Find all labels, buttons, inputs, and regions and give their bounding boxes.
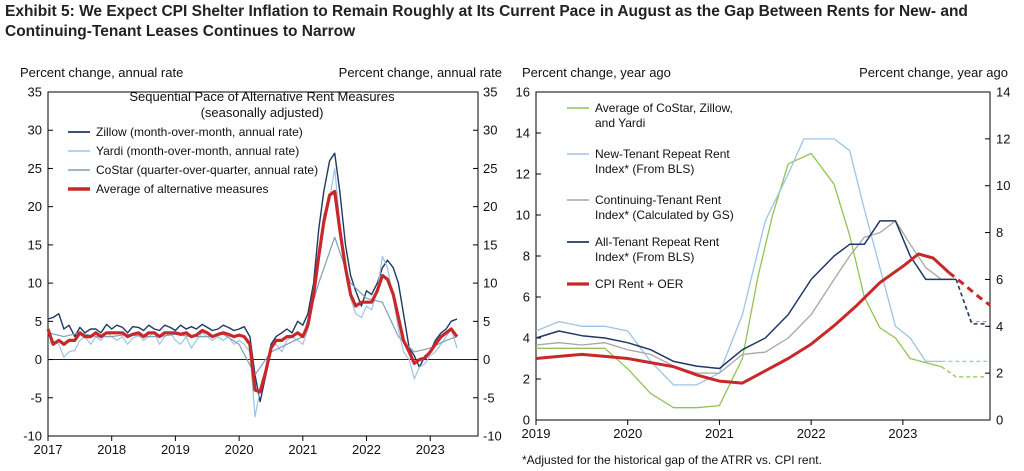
right-chart-right-ytick-label: 6	[996, 272, 1003, 287]
left-legend-label: Average of alternative measures	[96, 182, 269, 196]
left-legend-label: Zillow (month-over-month, annual rate)	[96, 125, 303, 139]
left-xtick-label: 2017	[34, 442, 63, 457]
right-chart-right-ytick-label: 8	[996, 225, 1003, 240]
right-xtick-label: 2019	[522, 426, 551, 441]
left-ytick-label: 15	[28, 237, 42, 252]
left-ytick-label: 0	[35, 352, 42, 367]
right-legend-label: Index* (From BLS)	[595, 250, 694, 264]
left-ytick-label-right: -5	[483, 390, 495, 405]
left-ytick-label: -10	[23, 429, 42, 444]
left-ytick-label: 10	[28, 276, 42, 291]
left-chart-right-unit: Percent change, annual rate	[339, 65, 502, 80]
right-legend-label: New-Tenant Repeat Rent	[595, 147, 730, 161]
right-chart-right-ytick-label: 0	[996, 413, 1003, 428]
left-ytick-label-right: 0	[483, 352, 490, 367]
left-ytick-label-right: 30	[483, 123, 497, 138]
left-ytick-label-right: 35	[483, 85, 497, 100]
left-ytick-label: 25	[28, 161, 42, 176]
left-ytick-label: 20	[28, 199, 42, 214]
right-series-forecast-3	[955, 279, 988, 325]
right-series-forecast-4	[947, 271, 991, 307]
right-chart-right-ytick-label: 4	[996, 319, 1003, 334]
right-xtick-label: 2022	[797, 426, 826, 441]
right-xtick-label: 2021	[705, 426, 734, 441]
left-series-line-2	[47, 236, 458, 376]
left-legend-label: Yardi (month-over-month, annual rate)	[96, 144, 299, 158]
right-legend-label: Continuing-Tenant Rent	[595, 193, 722, 207]
left-ytick-label-right: -10	[483, 429, 502, 444]
right-chart-left-ytick-label: 8	[523, 249, 530, 264]
left-legend-label: CoStar (quarter-over-quarter, annual rat…	[96, 163, 318, 177]
left-ytick-label-right: 20	[483, 199, 497, 214]
right-chart-left-ytick-label: 12	[516, 167, 530, 182]
right-legend-label: and Yardi	[595, 116, 645, 130]
right-chart-left-ytick-label: 10	[516, 208, 530, 223]
right-chart-left-ytick-label: 4	[523, 331, 530, 346]
right-chart: 0 2 4 6 8 10 12 14 16 0 2 4 6 8 10 12 14 2019 2020 2021 2022…	[516, 85, 1011, 442]
right-legend-label: All-Tenant Repeat Rent	[595, 235, 720, 249]
left-ytick-label-right: 10	[483, 276, 497, 291]
footnote: *Adjusted for the historical gap of the …	[522, 453, 822, 467]
right-chart-left-ytick-label: 14	[516, 126, 530, 141]
right-chart-right-ytick-label: 2	[996, 366, 1003, 381]
right-legend-label: Average of CoStar, Zillow,	[595, 101, 733, 115]
left-ytick-label: 35	[28, 85, 42, 100]
left-ytick-label-right: 5	[483, 314, 490, 329]
right-chart-left-ytick-label: 16	[516, 85, 530, 100]
left-series-line-3	[46, 189, 459, 394]
right-chart-right-ytick-label: 12	[996, 131, 1010, 146]
left-ytick-label: -5	[30, 390, 42, 405]
right-series-forecast-2	[955, 279, 988, 323]
left-xtick-label: 2018	[97, 442, 126, 457]
left-ytick-label: 5	[35, 314, 42, 329]
right-chart-left-ytick-label: 2	[523, 372, 530, 387]
right-xtick-label: 2020	[613, 426, 642, 441]
left-legend-subtitle: (seasonally adjusted)	[201, 105, 324, 120]
left-ytick-label-right: 15	[483, 237, 497, 252]
left-xtick-label: 2023	[416, 442, 445, 457]
right-xtick-label: 2023	[888, 426, 917, 441]
left-legend-title: Sequential Pace of Alternative Rent Meas…	[129, 89, 395, 104]
left-ytick-label-right: 25	[483, 161, 497, 176]
right-chart-left-ytick-label: 6	[523, 290, 530, 305]
right-legend-label: Index* (From BLS)	[595, 162, 694, 176]
left-xtick-label: 2019	[161, 442, 190, 457]
left-series-line-1	[47, 167, 458, 418]
right-chart-right-ytick-label: 10	[996, 178, 1010, 193]
right-series-line-4	[535, 252, 950, 385]
right-series-line-3	[535, 220, 957, 370]
left-xtick-label: 2022	[352, 442, 381, 457]
left-xtick-label: 2020	[225, 442, 254, 457]
left-chart-left-unit: Percent change, annual rate	[20, 65, 183, 80]
right-series-forecast-0	[941, 366, 988, 378]
left-ytick-label: 30	[28, 123, 42, 138]
right-legend-label: Index* (Calculated by GS)	[595, 208, 734, 222]
right-chart-right-unit: Percent change, year ago	[859, 65, 1008, 80]
exhibit-title: Exhibit 5: We Expect CPI Shelter Inflati…	[5, 3, 968, 40]
right-chart-left-unit: Percent change, year ago	[522, 65, 671, 80]
right-series-line-2	[535, 220, 957, 374]
right-legend-label: CPI Rent + OER	[595, 277, 684, 291]
right-chart-right-ytick-label: 14	[996, 85, 1010, 100]
right-series-line-1	[535, 138, 942, 386]
left-xtick-label: 2021	[288, 442, 317, 457]
right-chart-left-ytick-label: 0	[523, 413, 530, 428]
left-plot-frame	[47, 91, 479, 437]
